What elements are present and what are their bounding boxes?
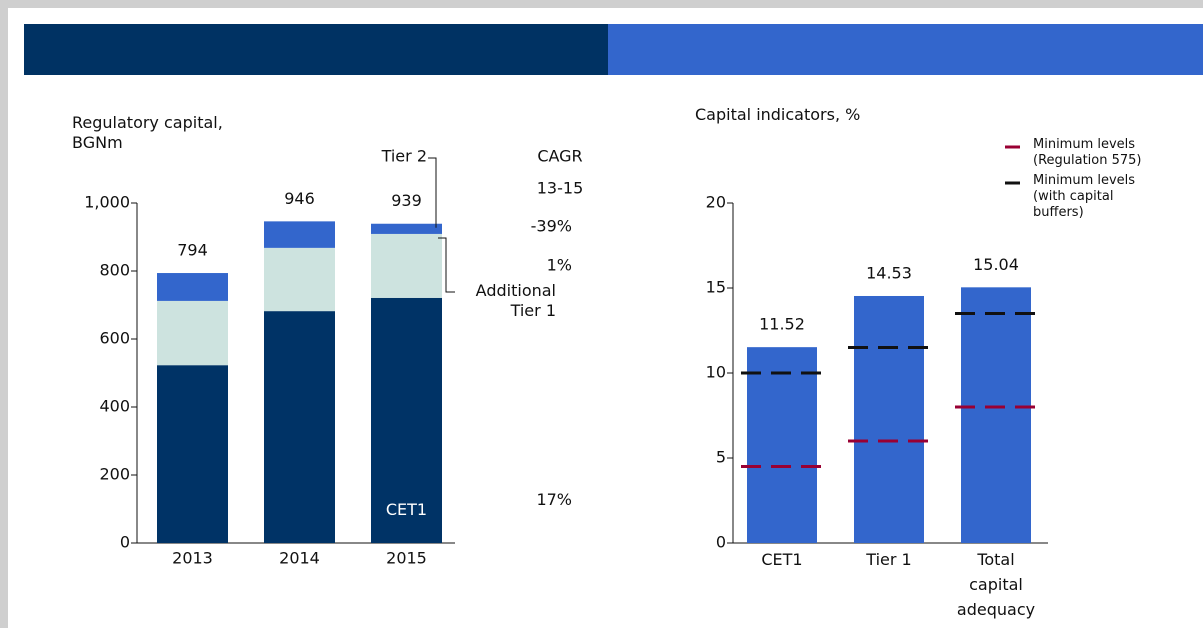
cagr-period: 13-15: [537, 179, 584, 198]
y-tick-label: 400: [99, 397, 130, 416]
legend-label: Minimum levels (with capital buffers): [1033, 173, 1136, 220]
bar-segment: [371, 233, 442, 298]
y-tick-label: 1,000: [84, 193, 130, 212]
x-tick-label: Total capital adequacy: [956, 550, 1036, 619]
bar-segment: [371, 297, 442, 543]
segment-label: Additional Tier 1: [475, 280, 556, 320]
callout-line: [438, 237, 455, 293]
total-label: 939: [391, 191, 422, 210]
bar-segment: [264, 247, 335, 312]
bar-segment: [157, 365, 228, 543]
x-tick-label: CET1: [761, 550, 803, 569]
cagr-value: 1%: [547, 255, 572, 274]
callout-line: [428, 157, 437, 228]
bar-segment: [371, 223, 442, 234]
bar-segment: [264, 311, 335, 543]
value-label: 15.04: [973, 255, 1019, 274]
bar-segment: [157, 300, 228, 366]
x-tick-label: 2015: [386, 549, 427, 568]
y-tick-label: 15: [706, 278, 726, 297]
total-label: 946: [284, 189, 315, 208]
bar: [747, 347, 817, 543]
header-dark: [24, 24, 608, 75]
x-tick-label: 2013: [172, 549, 213, 568]
y-tick-label: 200: [99, 465, 130, 484]
chart-title: Capital indicators, %: [695, 105, 861, 124]
segment-label: Tier 2: [381, 147, 427, 166]
bar: [961, 287, 1031, 543]
bar: [854, 295, 924, 543]
x-tick-label: Tier 1: [866, 550, 912, 569]
y-tick-label: 10: [706, 363, 726, 382]
header-light: [608, 24, 1203, 75]
chart-title: Regulatory capital, BGNm: [72, 113, 223, 152]
y-tick-label: 0: [716, 533, 726, 552]
value-label: 11.52: [759, 315, 805, 334]
cagr-title: CAGR: [537, 147, 582, 166]
y-tick-label: 600: [99, 329, 130, 348]
cagr-value: 17%: [536, 490, 572, 509]
y-tick-label: 5: [716, 448, 726, 467]
y-tick-label: 20: [706, 193, 726, 212]
bar-segment: [157, 273, 228, 301]
y-tick-label: 800: [99, 261, 130, 280]
y-tick-label: 0: [120, 533, 130, 552]
cagr-value: -39%: [531, 216, 572, 235]
x-tick-label: 2014: [279, 549, 320, 568]
value-label: 14.53: [866, 263, 912, 282]
legend-label: Minimum levels (Regulation 575): [1033, 137, 1142, 168]
bar-segment: [264, 221, 335, 248]
segment-label: CET1: [386, 500, 427, 519]
total-label: 794: [177, 241, 208, 260]
